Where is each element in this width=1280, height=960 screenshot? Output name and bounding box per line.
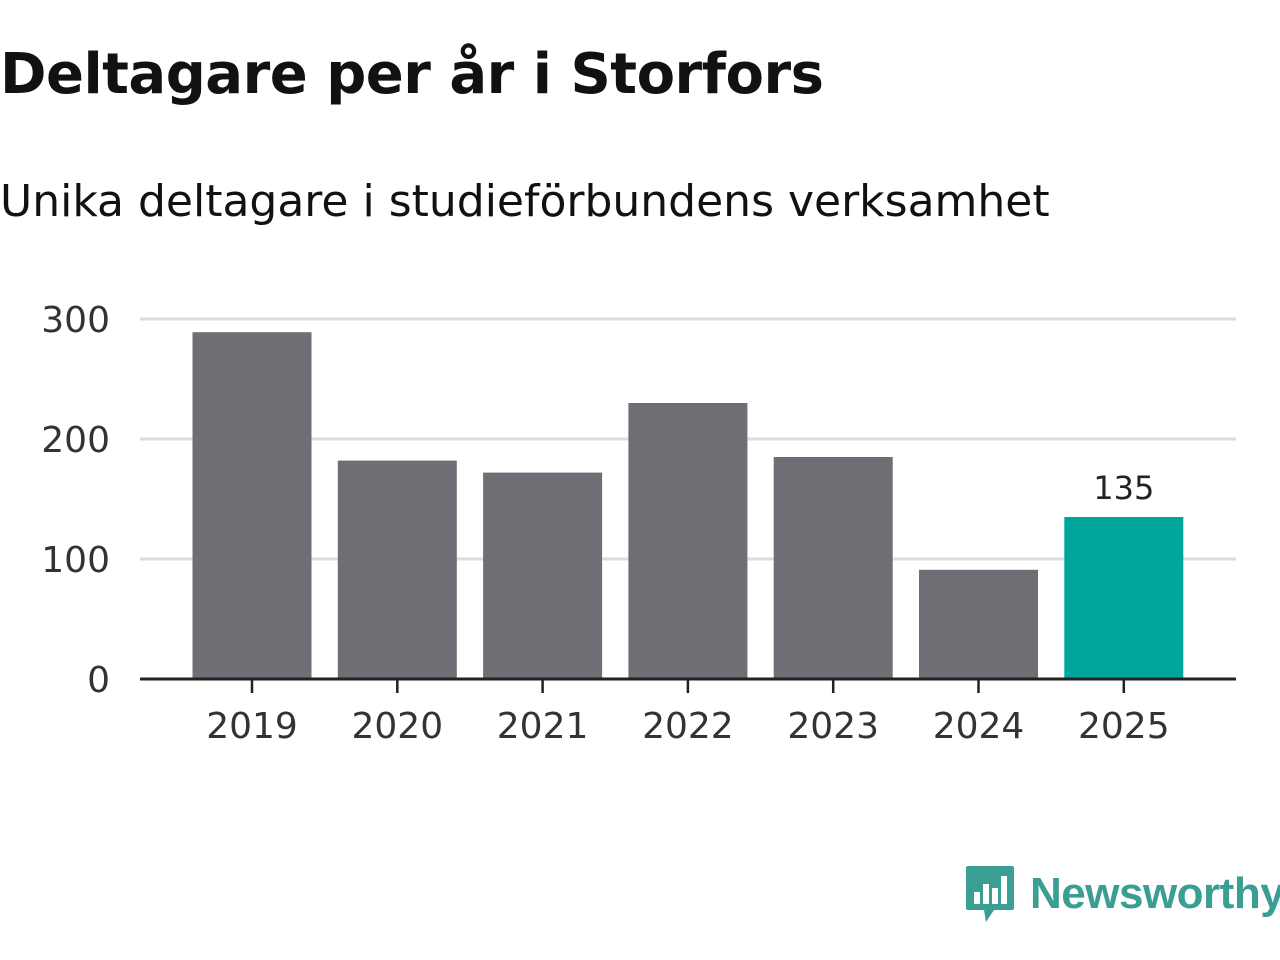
bar-2023: [773, 457, 893, 679]
y-tick-label: 100: [41, 540, 110, 581]
y-tick-label: 200: [41, 420, 110, 461]
brand: Newsworthy: [964, 864, 1280, 924]
bar-2022: [628, 403, 748, 679]
x-tick-label: 2022: [642, 706, 734, 747]
data-label: 135: [1093, 469, 1154, 507]
chart-subtitle: Unika deltagare i studieförbundens verks…: [0, 176, 1050, 227]
bar-chart: 0 100 200 300 2019 2020 2021 2022 2023 2024 2025 13…: [41, 300, 1236, 747]
brand-name: Newsworthy: [1030, 869, 1280, 918]
y-tick-label: 0: [87, 660, 110, 701]
chart-title: Deltagare per år i Storfors: [0, 42, 824, 107]
x-tick-label: 2020: [351, 706, 443, 747]
x-tick-label: 2021: [497, 706, 589, 747]
x-tick-label: 2023: [787, 706, 879, 747]
bar-2019: [192, 332, 312, 679]
x-tick-label: 2025: [1078, 706, 1170, 747]
newsworthy-logo-icon: [966, 866, 1014, 922]
bar-2020: [337, 460, 457, 679]
bar-2024: [919, 569, 1038, 679]
x-tick-label: 2024: [933, 706, 1025, 747]
y-tick-label: 300: [41, 300, 110, 341]
bar-2025: [1064, 517, 1184, 679]
x-tick-label: 2019: [206, 706, 298, 747]
bar-2021: [483, 472, 603, 679]
